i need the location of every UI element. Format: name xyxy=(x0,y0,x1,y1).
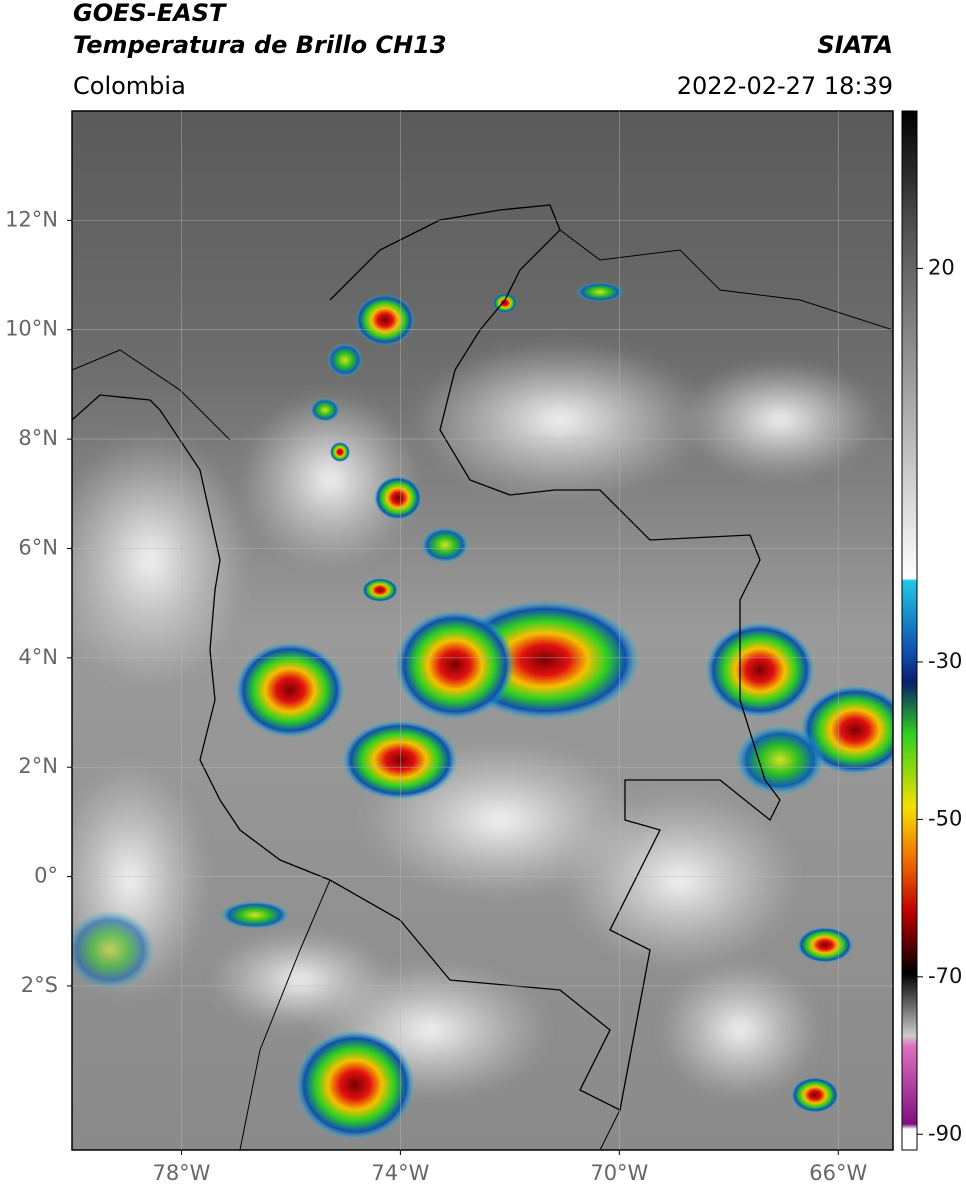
x-tick-label: 70°W xyxy=(590,1161,648,1185)
colorbar-tick-label: -70 xyxy=(928,964,962,988)
colorbar-tick-label: -90 xyxy=(928,1121,962,1145)
title: GOES-EAST xyxy=(73,0,227,27)
y-tick-label: 12°N xyxy=(5,207,58,231)
map-frame xyxy=(71,110,894,1151)
coastline xyxy=(72,229,893,1150)
colorbar-tick-label: -30 xyxy=(928,649,962,673)
y-tick-label: 8°N xyxy=(18,426,58,450)
source: SIATA xyxy=(817,31,893,59)
region: Colombia xyxy=(73,72,186,100)
datetime: 2022-02-27 18:39 xyxy=(677,72,893,100)
x-tick-label: 66°W xyxy=(809,1161,867,1185)
y-tick-label: 4°N xyxy=(18,645,58,669)
y-tick-label: 0° xyxy=(34,864,58,888)
subtitle: Temperatura de Brillo CH13 xyxy=(73,31,447,59)
y-tick-label: 6°N xyxy=(18,535,58,559)
x-tick-label: 74°W xyxy=(371,1161,429,1185)
colorbar-tick-label: 20 xyxy=(928,255,955,279)
y-tick-label: 10°N xyxy=(5,317,58,341)
x-tick-label: 78°W xyxy=(152,1161,210,1185)
y-tick-label: 2°S xyxy=(21,973,58,997)
y-tick-label: 2°N xyxy=(18,754,58,778)
colorbar xyxy=(901,110,918,1151)
border xyxy=(72,204,781,1111)
satellite-image xyxy=(72,111,893,1150)
colorbar-tick-label: -50 xyxy=(928,806,962,830)
